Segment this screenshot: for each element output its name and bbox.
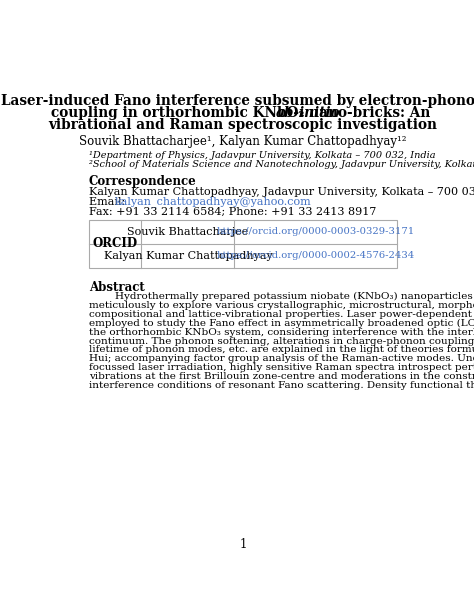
- Text: Hui; accompanying factor group analysis of the Raman-active modes. Under local h: Hui; accompanying factor group analysis …: [89, 354, 474, 364]
- Text: employed to study the Fano effect in asymmetrically broadened optic (LO/TO) phon: employed to study the Fano effect in asy…: [89, 319, 474, 328]
- Text: compositional and lattice-vibrational properties. Laser power-dependent Raman sp: compositional and lattice-vibrational pr…: [89, 310, 474, 319]
- Text: the orthorhombic KNbO₃ system, considering interference with the interband elect: the orthorhombic KNbO₃ system, consideri…: [89, 328, 474, 337]
- Text: interference conditions of resonant Fano scattering. Density functional theory (: interference conditions of resonant Fano…: [89, 381, 474, 390]
- Text: Souvik Bhattacharjee¹, Kalyan Kumar Chattopadhyay¹²: Souvik Bhattacharjee¹, Kalyan Kumar Chat…: [79, 135, 407, 148]
- Text: https://orcid.org/0000-0002-4576-2434: https://orcid.org/0000-0002-4576-2434: [217, 251, 415, 260]
- Text: continuum. The phonon softening, alterations in charge-phonon coupling constant,: continuum. The phonon softening, alterat…: [89, 337, 474, 346]
- Text: kalyan_chattopadhyay@yahoo.com: kalyan_chattopadhyay@yahoo.com: [114, 197, 311, 207]
- Text: https://orcid.org/0000-0003-0329-3171: https://orcid.org/0000-0003-0329-3171: [217, 227, 415, 236]
- Text: coupling in orthorhombic KNbO₃ nano-bricks: An: coupling in orthorhombic KNbO₃ nano-bric…: [51, 106, 435, 120]
- Text: ¹Department of Physics, Jadavpur University, Kolkata – 700 032, India: ¹Department of Physics, Jadavpur Univers…: [89, 151, 435, 159]
- Text: vibrations at the first Brillouin zone-centre and moderations in the constructiv: vibrations at the first Brillouin zone-c…: [89, 372, 474, 381]
- Text: Souvik Bhattacharjee: Souvik Bhattacharjee: [128, 227, 248, 237]
- Text: Email:: Email:: [89, 197, 128, 207]
- Text: Laser-induced Fano interference subsumed by electron-phonon: Laser-induced Fano interference subsumed…: [1, 94, 474, 107]
- Text: meticulously to explore various crystallographic, microstructural, morphological: meticulously to explore various crystall…: [89, 301, 474, 310]
- Text: Kalyan Kumar Chattopadhyay: Kalyan Kumar Chattopadhyay: [103, 251, 272, 261]
- Text: ab-initio: ab-initio: [276, 106, 340, 120]
- Text: ²School of Materials Science and Nanotechnology, Jadavpur University, Kolkata – : ²School of Materials Science and Nanotec…: [89, 160, 474, 169]
- Text: vibrational and Raman spectroscopic investigation: vibrational and Raman spectroscopic inve…: [48, 118, 438, 132]
- Text: focussed laser irradiation, highly sensitive Raman spectra introspect perturbati: focussed laser irradiation, highly sensi…: [89, 363, 474, 372]
- Text: 1: 1: [239, 538, 246, 551]
- Text: ORCID: ORCID: [92, 237, 137, 250]
- Bar: [89, 220, 397, 268]
- Text: Abstract: Abstract: [89, 281, 145, 294]
- Text: Kalyan Kumar Chattopadhyay, Jadavpur University, Kolkata – 700 032, India: Kalyan Kumar Chattopadhyay, Jadavpur Uni…: [89, 187, 474, 197]
- Text: Hydrothermally prepared potassium niobate (KNbO₃) nanoparticles are characterize: Hydrothermally prepared potassium niobat…: [89, 292, 474, 302]
- Text: Correspondence: Correspondence: [89, 175, 196, 188]
- Text: lifetime of phonon modes, etc. are explained in the light of theories formulated: lifetime of phonon modes, etc. are expla…: [89, 345, 474, 354]
- Text: Fax: +91 33 2114 6584; Phone: +91 33 2413 8917: Fax: +91 33 2114 6584; Phone: +91 33 241…: [89, 207, 376, 217]
